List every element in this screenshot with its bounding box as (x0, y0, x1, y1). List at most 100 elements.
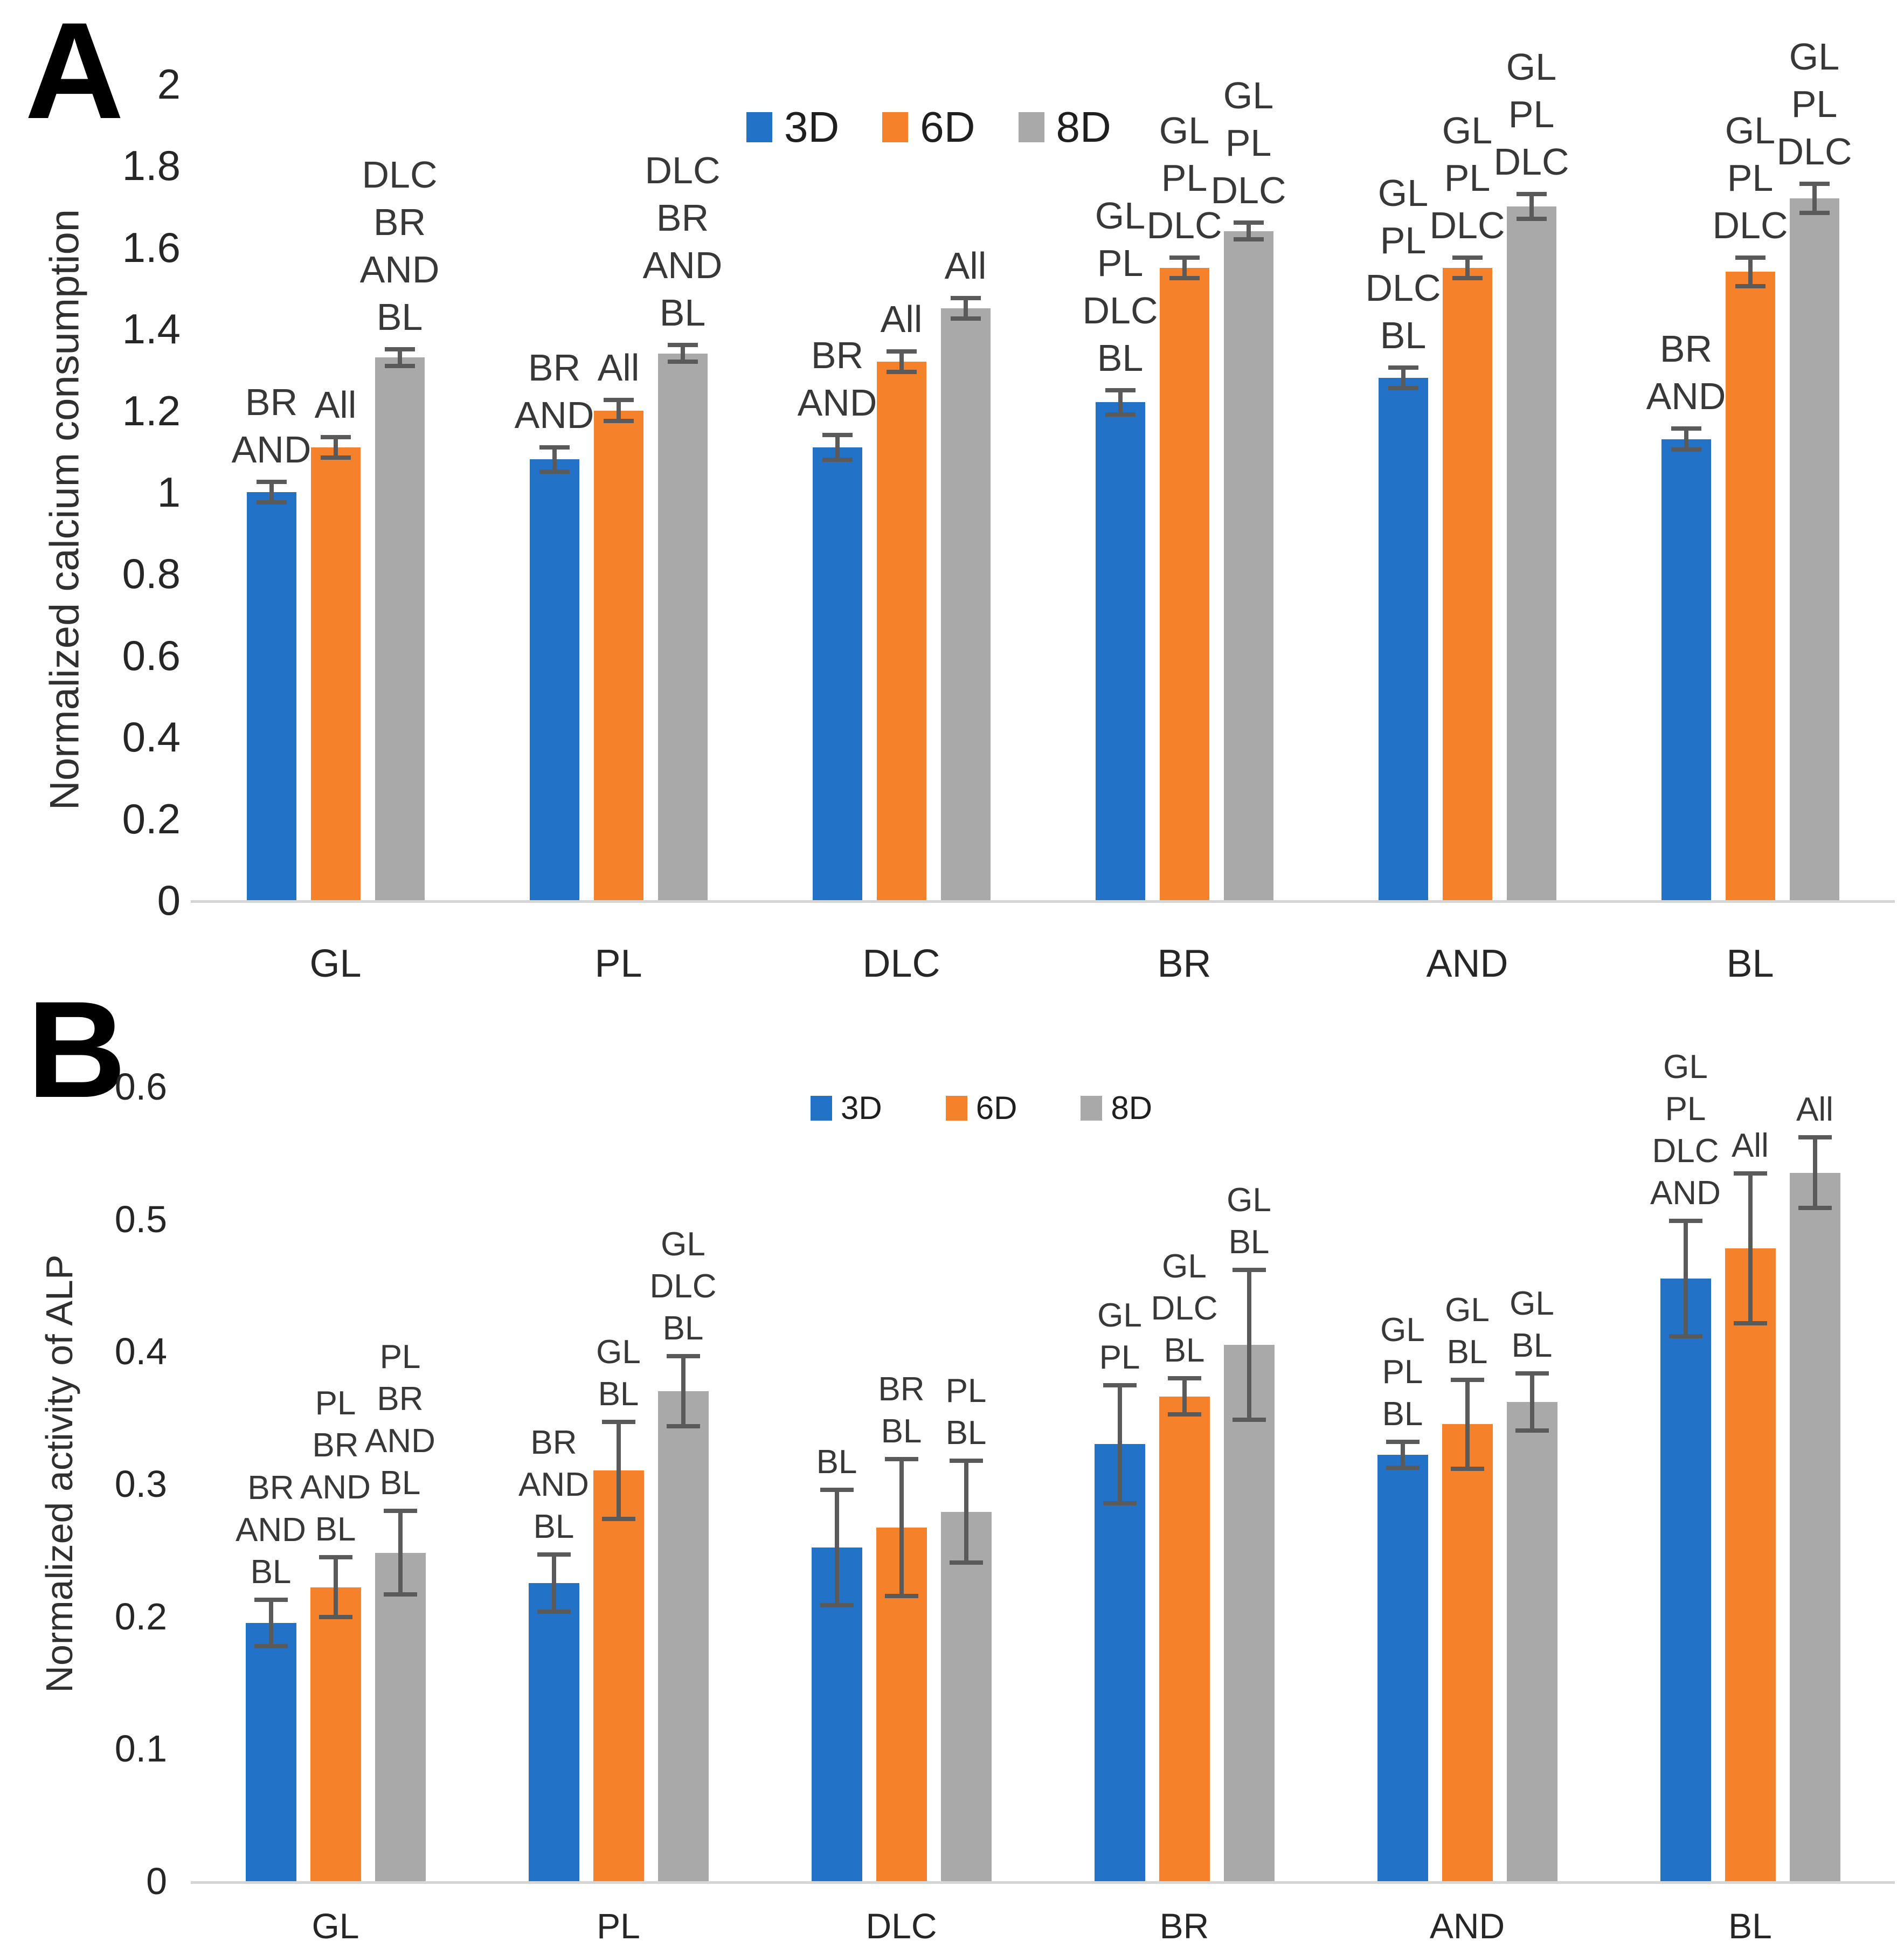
bar-annotation-line: GL (1159, 109, 1210, 151)
error-bar-cap-bottom (384, 363, 415, 368)
error-bar (1683, 1223, 1688, 1335)
error-bar-cap-bottom (1386, 1465, 1420, 1470)
bar-annotation-line: AND (642, 244, 723, 287)
error-bar (681, 1358, 686, 1425)
bar-annotation-line: AND (797, 381, 877, 424)
bar-annotation-line: DLC (1151, 1290, 1218, 1328)
error-bar-cap-top (1167, 1376, 1201, 1381)
error-bar-cap-top (1232, 1267, 1266, 1272)
bar-annotation-line: BR (245, 381, 298, 423)
bar-annotation-line: All (1732, 1127, 1769, 1164)
bar-annotation-line: PL (1161, 156, 1208, 199)
error-bar-cap-bottom (667, 359, 698, 364)
bar-annotation-line: DLC (1652, 1132, 1719, 1170)
error-bar (899, 353, 904, 370)
bar-annotation: DLC BR AND BL (308, 151, 491, 341)
error-bar-cap-top (1450, 1377, 1484, 1382)
error-bar (1182, 259, 1187, 276)
bar-annotation-line: AND (514, 393, 594, 436)
bar-annotation-line: DLC (362, 153, 438, 196)
y-tick-label: 0.1 (114, 1728, 167, 1770)
bar (940, 1511, 992, 1881)
error-bar-cap-bottom (1516, 217, 1547, 222)
category-label: BR (1157, 942, 1211, 985)
bar-annotation: PL BR AND BL (244, 1383, 427, 1551)
error-bar-cap-top (254, 1597, 288, 1602)
bar-annotation-line: PL (1099, 1338, 1140, 1376)
bar-annotation-line: BL (250, 1553, 292, 1591)
bar-annotation: BR BL (810, 1369, 993, 1453)
error-bar-cap-bottom (254, 1644, 288, 1649)
bar-annotation-line: BL (1446, 1333, 1488, 1371)
error-bar (1117, 1387, 1122, 1501)
bar-annotation-line: PL (1665, 1090, 1706, 1128)
error-bar (397, 351, 402, 364)
bar-annotation-line: GL (1377, 171, 1429, 214)
bar (375, 1552, 426, 1881)
bar-annotation: GL BL (527, 1331, 710, 1415)
error-bar-cap-bottom (601, 1517, 635, 1522)
bar-annotation: GL PL DLC (1440, 43, 1623, 185)
error-bar-cap-top (319, 1555, 352, 1560)
legend-item: 3D (811, 1092, 882, 1124)
error-bar (899, 1461, 904, 1594)
bar-annotation: All (1659, 1125, 1842, 1167)
bar-annotation: GL PL DLC (1723, 33, 1904, 175)
bar-annotation-line: DLC (1776, 130, 1852, 173)
error-bar (616, 402, 621, 419)
legend-item: 6D (945, 1092, 1017, 1124)
x-axis-line (191, 1881, 1895, 1884)
error-bar-cap-bottom (603, 418, 634, 423)
bar-annotation: GL PL DLC AND (1594, 1046, 1777, 1214)
error-bar (1247, 1272, 1251, 1418)
bar-annotation: GL PL DLC (1157, 72, 1340, 214)
bar-annotation-line: DLC (1365, 266, 1441, 309)
error-bar-cap-top (667, 343, 698, 348)
error-bar (552, 449, 557, 470)
y-tick-label: 0.4 (114, 1330, 167, 1373)
bar-annotation-line: PL (379, 1338, 421, 1376)
error-bar-cap-top (886, 349, 917, 354)
bar-annotation-line: All (944, 245, 987, 287)
error-bar-cap-top (950, 296, 981, 301)
category-label: BL (1726, 942, 1774, 985)
legend-swatch (811, 1096, 832, 1121)
bar-annotation: All (527, 344, 710, 391)
error-bar (1684, 431, 1688, 447)
legend-label: 6D (920, 103, 975, 151)
error-bar-cap-bottom (884, 1593, 918, 1598)
legend-item: 6D (882, 106, 975, 149)
y-tick-label: 1.4 (122, 305, 181, 353)
error-bar-cap-bottom (1452, 275, 1483, 280)
error-bar (1529, 196, 1534, 217)
bar-annotation-line: AND (1650, 1175, 1721, 1212)
bar-annotation: BR AND BL (179, 1467, 363, 1593)
error-bar-cap-bottom (1167, 1412, 1201, 1417)
bar (593, 1470, 644, 1881)
error-bar-cap-bottom (1103, 1501, 1137, 1505)
bar (1159, 267, 1209, 900)
bar-annotation-line: BL (376, 295, 423, 338)
error-bar-cap-top (1452, 255, 1483, 260)
bar (1789, 198, 1839, 900)
bar-annotation-line: GL (1223, 74, 1274, 117)
error-bar-cap-top (1735, 255, 1765, 260)
legend-item: 8D (1018, 106, 1111, 149)
bar-annotation-line: PL (1727, 156, 1774, 199)
error-bar (268, 1601, 273, 1645)
error-bar (1118, 392, 1123, 413)
bar-annotation-line: DLC (1429, 204, 1505, 246)
error-bar (1748, 1175, 1753, 1321)
legend-swatch (882, 112, 909, 142)
y-tick-label: 1.8 (122, 142, 181, 190)
bar (1725, 272, 1775, 900)
error-bar-cap-top (949, 1458, 983, 1463)
bar-annotation-line: GL (1162, 1248, 1207, 1286)
bar (1506, 206, 1556, 900)
bar-annotation-line: AND (236, 1511, 306, 1549)
bar-annotation-line: BR (377, 1380, 424, 1418)
error-bar-cap-bottom (1388, 386, 1418, 391)
error-bar-cap-top (1671, 426, 1701, 431)
bar-annotation-line: BL (1228, 1223, 1270, 1261)
